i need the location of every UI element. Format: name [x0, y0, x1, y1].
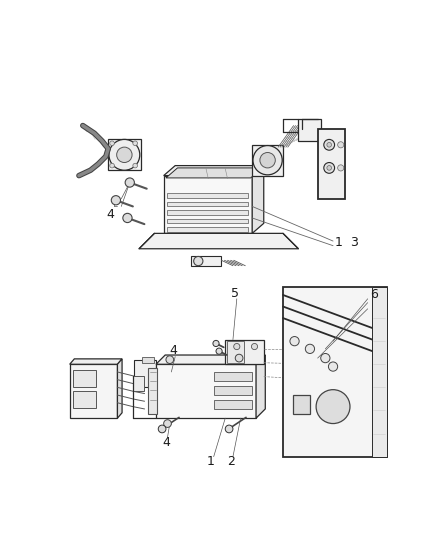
Circle shape [125, 178, 134, 187]
Circle shape [338, 142, 344, 148]
Polygon shape [139, 233, 298, 249]
Circle shape [234, 343, 240, 350]
Polygon shape [167, 202, 248, 206]
Polygon shape [191, 256, 221, 265]
Text: 3: 3 [350, 236, 358, 249]
Circle shape [109, 140, 140, 170]
Circle shape [327, 142, 332, 147]
Circle shape [213, 341, 219, 346]
Polygon shape [256, 355, 265, 418]
Text: 6: 6 [370, 288, 378, 302]
Circle shape [324, 140, 335, 150]
Polygon shape [148, 368, 158, 414]
Circle shape [235, 354, 243, 362]
Text: 5: 5 [231, 287, 240, 300]
Polygon shape [214, 400, 252, 409]
Polygon shape [298, 119, 321, 141]
Circle shape [194, 256, 203, 265]
Polygon shape [164, 175, 252, 233]
Circle shape [133, 141, 138, 146]
Polygon shape [133, 376, 145, 391]
Circle shape [158, 425, 166, 433]
Polygon shape [70, 359, 122, 364]
Text: 4: 4 [170, 344, 178, 357]
Circle shape [305, 344, 314, 353]
Polygon shape [167, 193, 248, 198]
Polygon shape [167, 219, 248, 223]
Polygon shape [214, 386, 252, 395]
Polygon shape [117, 359, 122, 418]
Polygon shape [164, 166, 264, 175]
Text: 4: 4 [162, 437, 170, 449]
Circle shape [123, 213, 132, 223]
Polygon shape [227, 341, 244, 363]
Circle shape [327, 166, 332, 170]
Polygon shape [166, 168, 262, 178]
Circle shape [117, 147, 132, 163]
Polygon shape [73, 370, 96, 387]
Circle shape [164, 419, 171, 427]
Circle shape [324, 163, 335, 173]
Polygon shape [134, 360, 156, 387]
Polygon shape [142, 357, 155, 363]
Text: 1: 1 [207, 455, 215, 468]
Circle shape [260, 152, 276, 168]
Text: 2: 2 [228, 455, 236, 468]
Circle shape [166, 356, 173, 364]
Polygon shape [252, 145, 283, 175]
Polygon shape [252, 166, 264, 233]
Circle shape [251, 343, 258, 350]
Circle shape [110, 141, 114, 146]
Text: 1: 1 [335, 236, 343, 249]
Polygon shape [73, 391, 96, 408]
Circle shape [338, 165, 344, 171]
Circle shape [321, 353, 330, 363]
Polygon shape [167, 210, 248, 215]
Polygon shape [283, 287, 387, 457]
Polygon shape [318, 130, 345, 199]
Circle shape [253, 146, 282, 175]
Text: 4: 4 [106, 208, 114, 221]
Circle shape [110, 163, 114, 168]
Polygon shape [293, 395, 310, 414]
Polygon shape [156, 364, 256, 418]
Polygon shape [156, 355, 265, 364]
Polygon shape [167, 227, 248, 232]
Polygon shape [225, 340, 264, 364]
Circle shape [133, 163, 138, 168]
Polygon shape [371, 287, 387, 457]
Circle shape [111, 196, 120, 205]
Polygon shape [108, 140, 141, 170]
Polygon shape [70, 364, 117, 418]
Circle shape [290, 336, 299, 346]
Polygon shape [214, 372, 252, 381]
Circle shape [316, 390, 350, 424]
Circle shape [225, 425, 233, 433]
Circle shape [216, 348, 222, 354]
Circle shape [328, 362, 338, 371]
